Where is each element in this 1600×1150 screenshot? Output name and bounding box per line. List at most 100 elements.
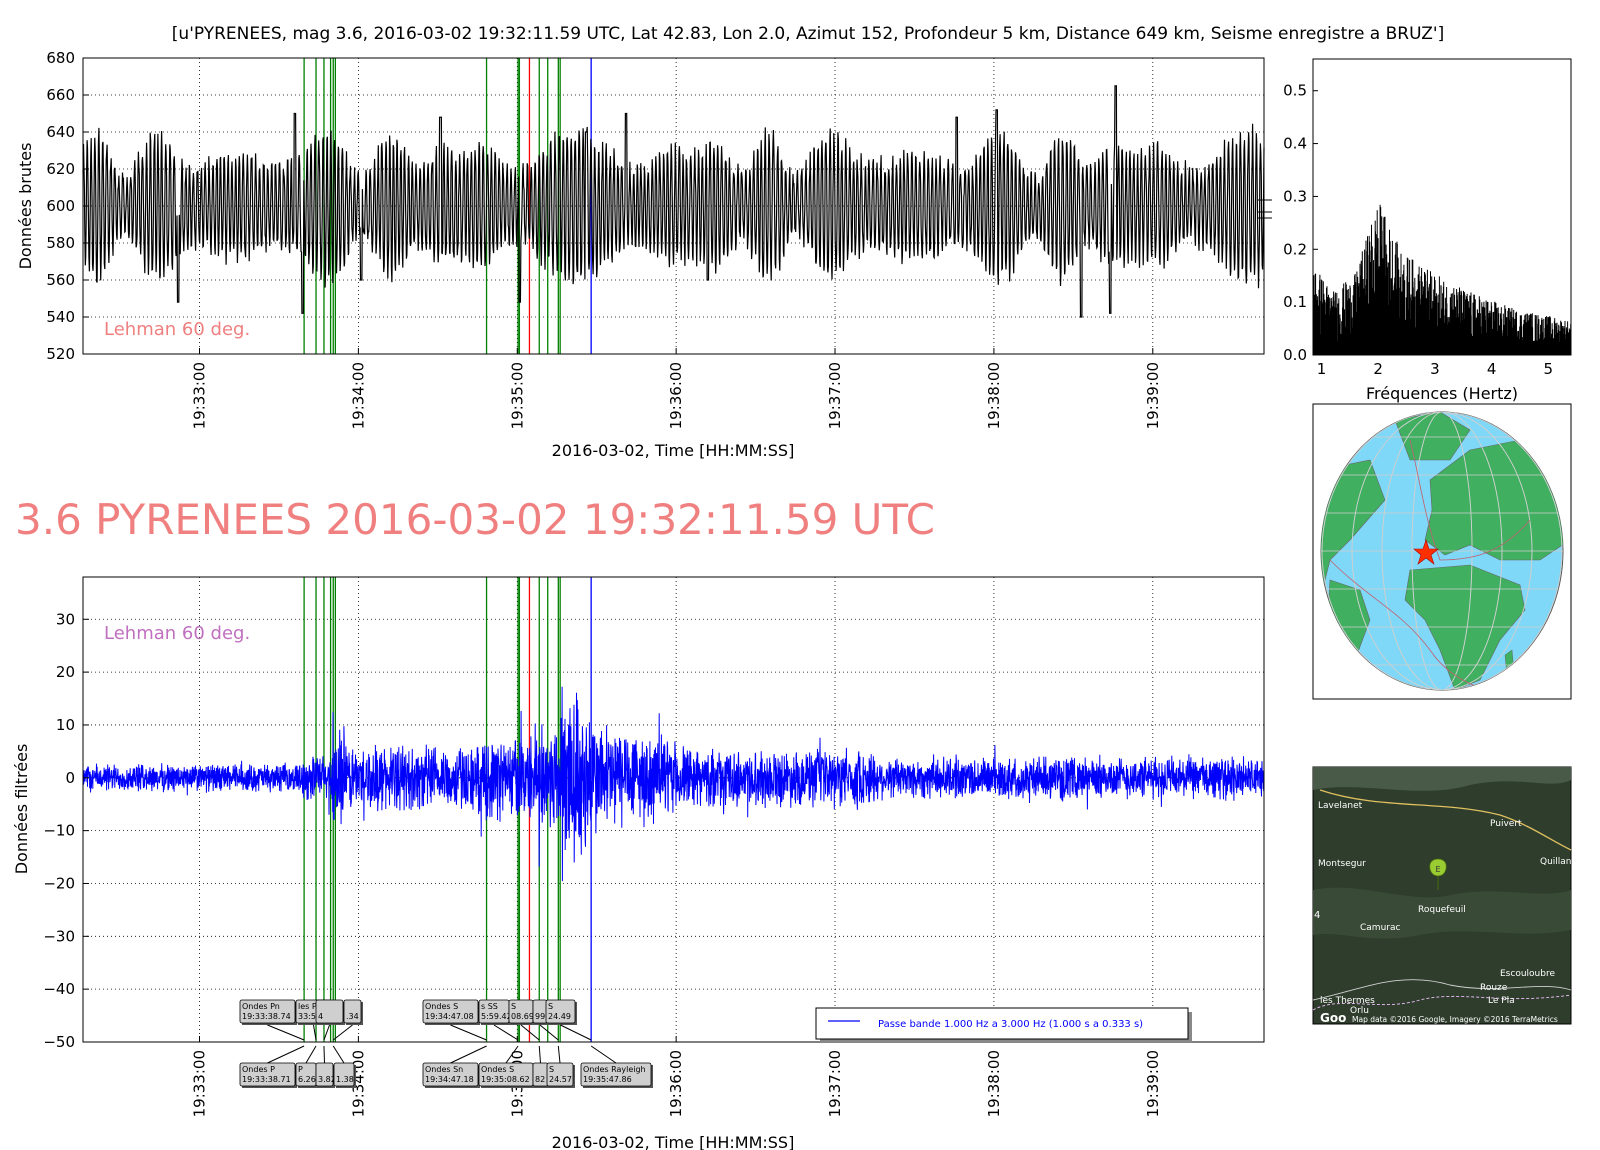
phase-arrow [267, 1045, 305, 1064]
phase-time: 19:34:47.08 [425, 1012, 474, 1021]
place-label: Roquefeuil [1418, 905, 1466, 915]
phase-time: 19:35:08.62 [481, 1075, 530, 1084]
phase-arrow [332, 1045, 345, 1064]
x-tick-label: 5 [1544, 360, 1554, 378]
y-tick-label: 0.4 [1283, 135, 1307, 153]
figure-title: [u'PYRENEES, mag 3.6, 2016-03-02 19:32:1… [172, 24, 1444, 44]
filtered-x-axis-label: 2016-03-02, Time [HH:MM:SS] [552, 1133, 795, 1150]
x-tick-label: 3 [1430, 360, 1440, 378]
raw-annotation: Lehman 60 deg. [104, 319, 250, 340]
land-africa [1404, 564, 1526, 690]
phase-time: 5:59.42 [481, 1012, 512, 1021]
globe-graticule [1321, 412, 1563, 690]
phase-name: S [549, 1065, 554, 1074]
phase-time: 24.57 [549, 1075, 572, 1084]
epicenter-star [1413, 539, 1439, 565]
raw-y-ticks: 520 540 560 580 600 620 640 660 680 [46, 49, 89, 363]
spectrum-frame [1312, 58, 1572, 356]
phase-time: 08.69 [511, 1012, 534, 1021]
raw-x-axis-label: 2016-03-02, Time [HH:MM:SS] [552, 441, 795, 460]
phase-time: 24.49 [548, 1012, 571, 1021]
y-tick-label: 30 [56, 610, 75, 628]
phase-box [239, 999, 296, 1024]
x-tick-label: 19:39:00 [1144, 362, 1162, 429]
phase-time: 1.38 [336, 1075, 354, 1084]
filtered-pick-lines [303, 577, 592, 1042]
place-label: Montsegur [1318, 859, 1366, 869]
y-tick-label: −30 [43, 927, 75, 945]
phase-arrow [520, 1024, 540, 1041]
satellite-terrain [1313, 767, 1571, 791]
phase-time: 19:33:38.71 [242, 1075, 291, 1084]
phase-arrow [450, 1045, 487, 1064]
phase-time: 82 [535, 1075, 545, 1084]
map-marker-label: E [1435, 865, 1440, 874]
phase-name: Ondes Sn [425, 1065, 463, 1074]
x-tick-label: 19:34:00 [349, 362, 367, 429]
phase-arrow [313, 1024, 317, 1041]
phase-box [422, 999, 479, 1024]
y-tick-label: 20 [56, 663, 75, 681]
raw-x-ticks: 19:33:00 19:34:00 19:35:00 19:36:00 19:37:00… [191, 348, 1162, 429]
raw-seismogram-trace [82, 85, 1265, 318]
x-tick-label: 19:35:00 [508, 362, 526, 429]
phase-time: 6.26 [298, 1075, 316, 1084]
place-label: les Thermes [1320, 996, 1375, 1006]
place-label: Camurac [1360, 923, 1400, 933]
phase-time: 19:33:38.74 [242, 1012, 291, 1021]
x-tick-label: 1 [1317, 360, 1327, 378]
phase-arrow [538, 1045, 541, 1064]
y-tick-label: 0.5 [1283, 82, 1307, 100]
phase-arrow [590, 1045, 617, 1064]
y-tick-label: −40 [43, 980, 75, 998]
phase-arrow [323, 1045, 325, 1064]
y-tick-label: 0 [65, 769, 75, 787]
y-tick-label: 680 [46, 49, 75, 67]
x-tick-label: 19:38:00 [985, 1050, 1003, 1117]
phase-time: 4 [318, 1012, 323, 1021]
phase-name: Ondes Pn [242, 1002, 280, 1011]
phase-time: .34 [346, 1012, 359, 1021]
map-logo: Goo [1320, 1011, 1346, 1025]
legend-box [815, 1007, 1189, 1040]
y-tick-label: 10 [56, 716, 75, 734]
phase-arrow [267, 1024, 305, 1041]
x-tick-label: 19:36:00 [667, 362, 685, 429]
satellite-road [1319, 789, 1572, 851]
phase-arrow [557, 1045, 561, 1064]
phase-name: P [298, 1065, 303, 1074]
phase-name: s SS [481, 1002, 498, 1011]
phase-time: 3.82 [318, 1075, 336, 1084]
y-tick-label: 620 [46, 160, 75, 178]
phase-arrow [560, 1024, 592, 1041]
phase-arrow [493, 1024, 519, 1041]
x-tick-label: 19:37:00 [826, 362, 844, 429]
map-marker [1429, 858, 1447, 877]
phase-arrow [332, 1024, 353, 1041]
globe-map [1312, 403, 1572, 700]
x-tick-label: 2 [1373, 360, 1383, 378]
phase-time: 99 [535, 1012, 545, 1021]
y-tick-label: −20 [43, 874, 75, 892]
y-tick-label: 0.1 [1283, 293, 1307, 311]
x-tick-label: 19:37:00 [826, 1050, 844, 1117]
event-big-title: 3.6 PYRENEES 2016-03-02 19:32:11.59 UTC [15, 495, 935, 544]
y-tick-label: −10 [43, 822, 75, 840]
y-tick-label: 0.3 [1283, 187, 1307, 205]
y-tick-label: 560 [46, 271, 75, 289]
phase-arrow [539, 1024, 559, 1041]
place-label: Orlu [1350, 1006, 1369, 1016]
phase-time: 19:34:47.18 [425, 1075, 474, 1084]
y-tick-label: 640 [46, 123, 75, 141]
filtered-annotation: Lehman 60 deg. [104, 623, 250, 644]
filtered-seismogram-trace [82, 686, 1265, 882]
filtered-plot-frame [82, 576, 1265, 1043]
y-tick-label: 660 [46, 86, 75, 104]
y-tick-label: 600 [46, 197, 75, 215]
satellite-border [1312, 994, 1572, 1011]
x-tick-label: 19:33:00 [191, 1050, 209, 1117]
phase-time: 19:35:47.86 [583, 1075, 632, 1084]
